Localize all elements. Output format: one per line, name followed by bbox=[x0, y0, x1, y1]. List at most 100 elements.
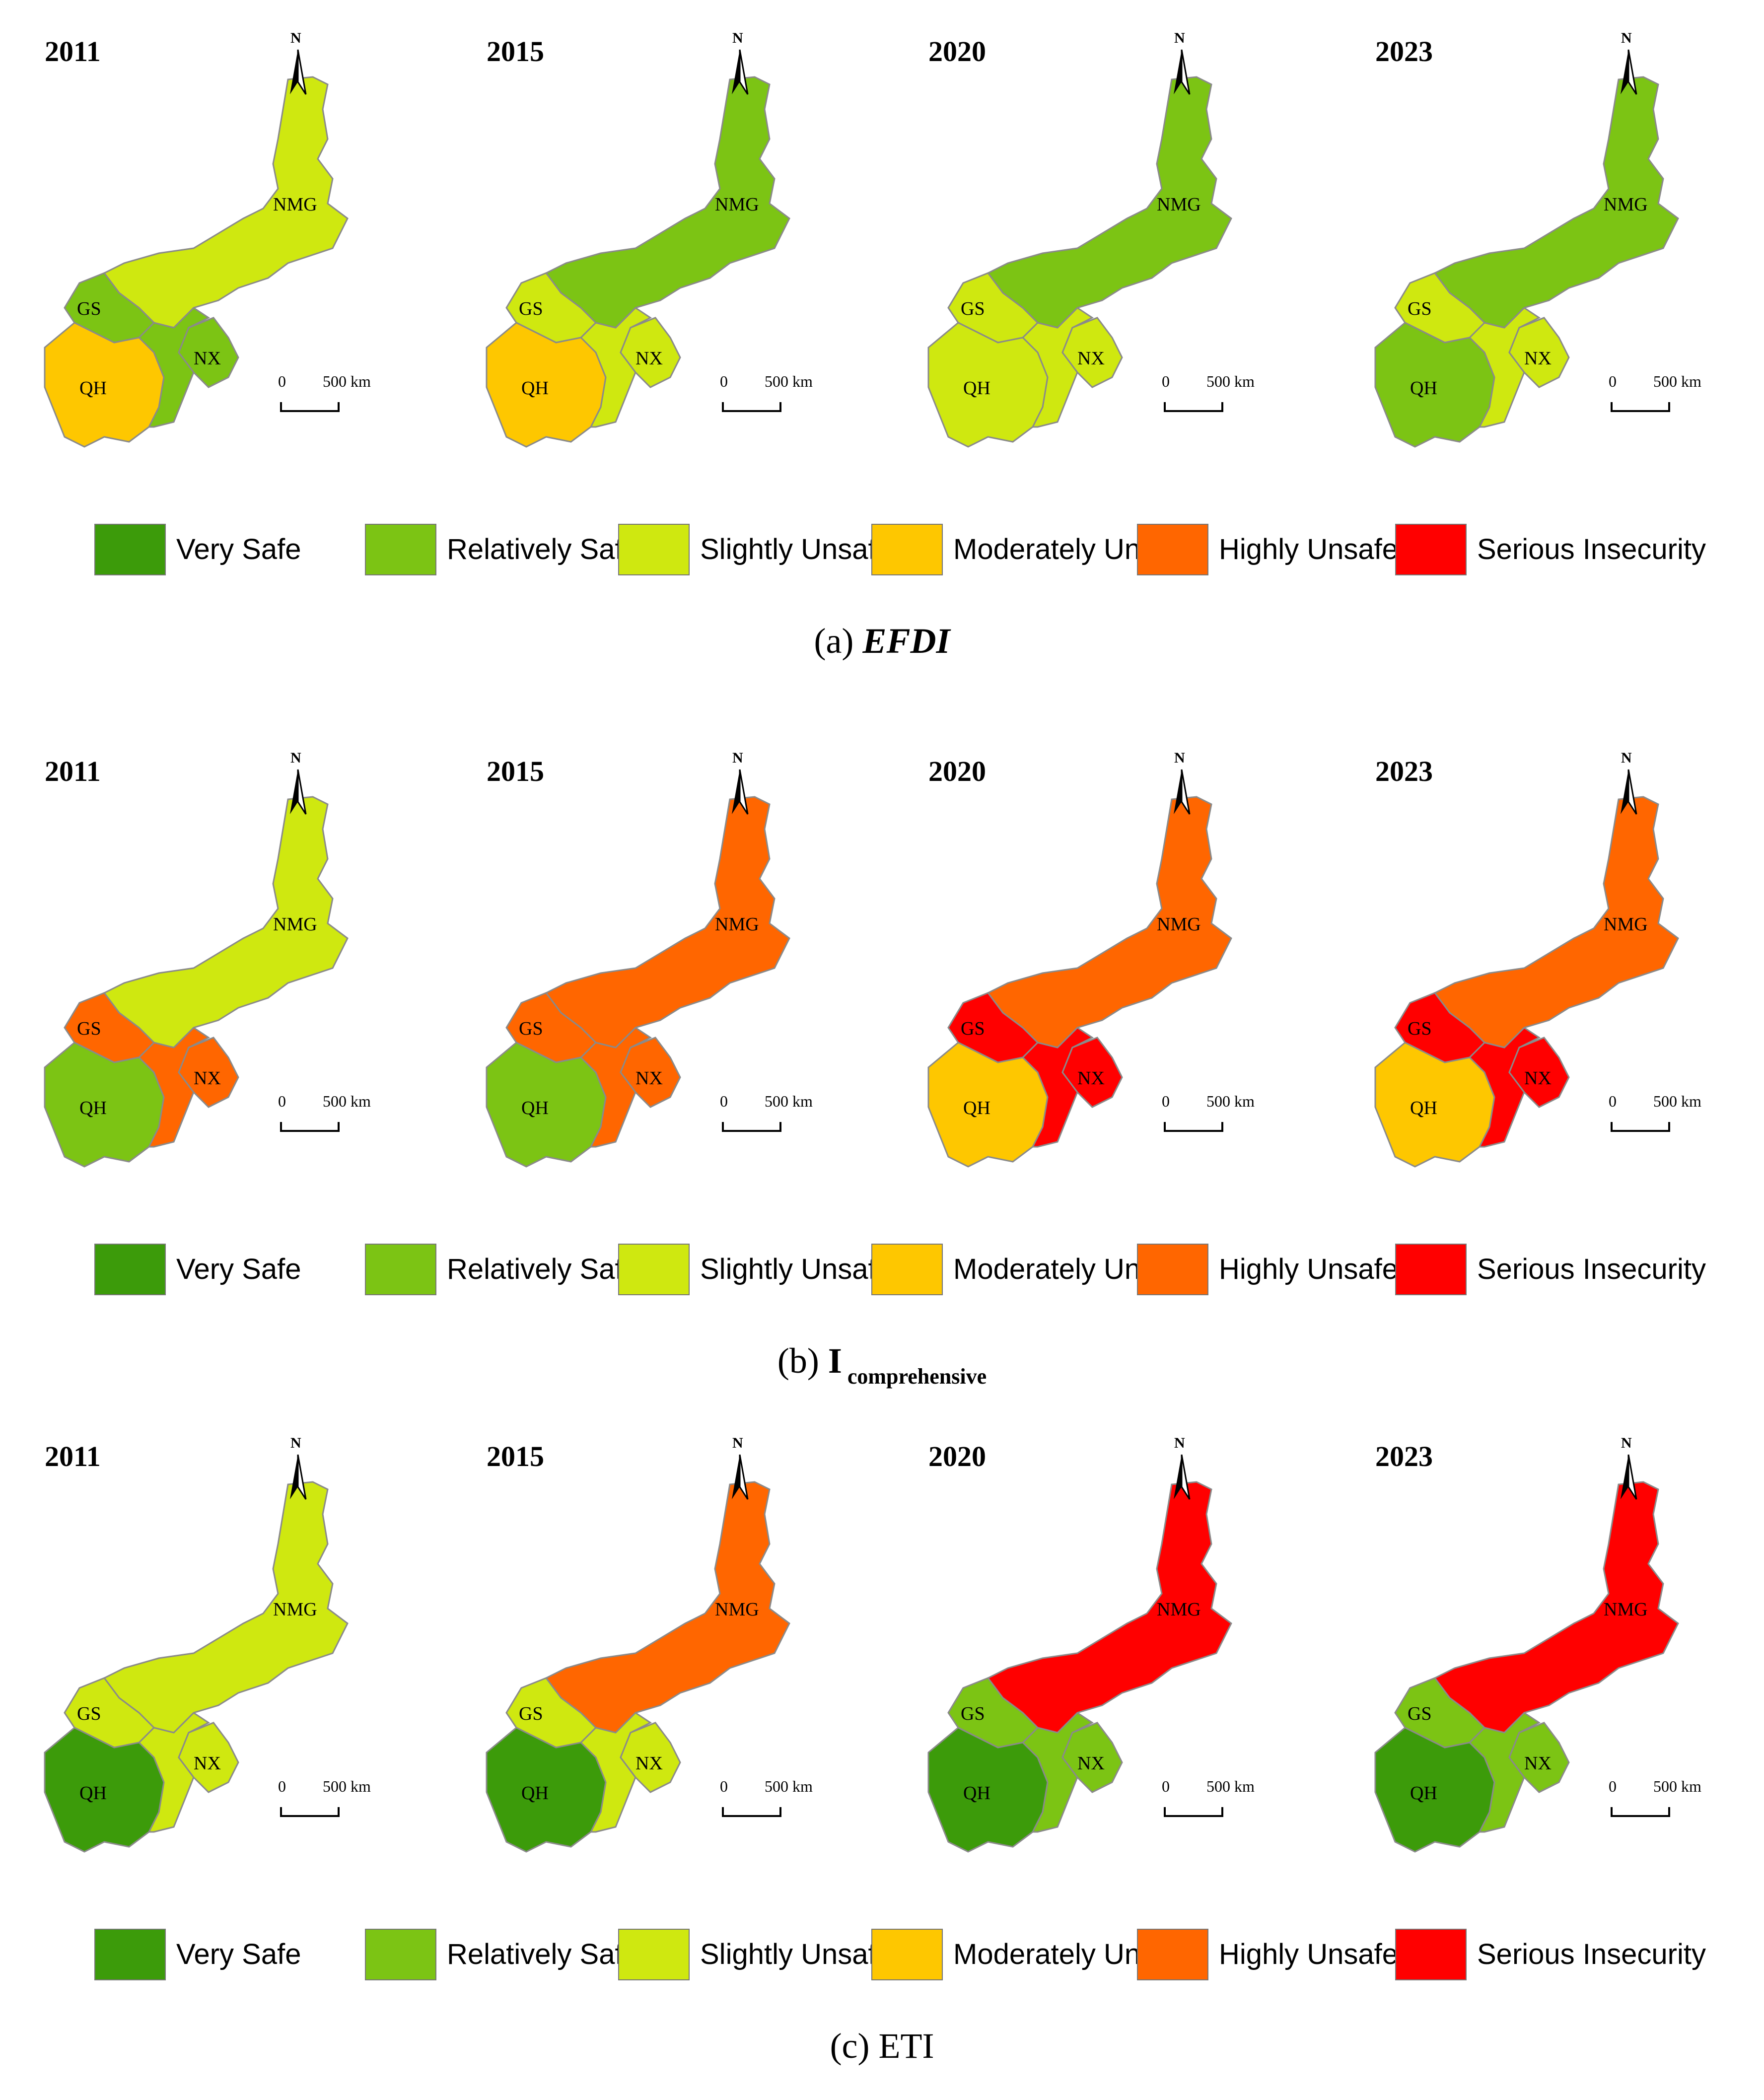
region-label-qh: QH bbox=[521, 1098, 549, 1119]
scale-zero: 0 bbox=[720, 1777, 728, 1795]
scale-distance: 500 km bbox=[323, 372, 371, 390]
map-year: 2011 bbox=[45, 755, 101, 787]
region-label-gs: GS bbox=[1408, 1018, 1432, 1039]
panel-caption: (a) EFDI bbox=[0, 621, 1764, 662]
region-map bbox=[486, 76, 790, 448]
scale-bar-line bbox=[280, 402, 340, 412]
figure-panel: NMG GS NX QH 2011 N 0 500 km NMG GS NX QH 2015 N 0 500 … bbox=[0, 720, 1764, 1415]
caption-prefix: (a) bbox=[814, 621, 863, 661]
scale-bar-line bbox=[1611, 1122, 1670, 1132]
region-label-nmg: NMG bbox=[1604, 1599, 1648, 1620]
scale-distance: 500 km bbox=[1206, 372, 1255, 390]
region-label-qh: QH bbox=[521, 378, 549, 399]
region-label-nmg: NMG bbox=[715, 1599, 759, 1620]
region-map bbox=[486, 796, 790, 1168]
map-2015: NMG GS NX QH 2015 N 0 500 km bbox=[472, 750, 899, 1196]
north-arrow-icon: N bbox=[725, 30, 755, 99]
legend-label: Highly Unsafe bbox=[1219, 1253, 1399, 1285]
legend-label: Slightly Unsafe bbox=[700, 533, 892, 565]
region-nx bbox=[620, 1722, 681, 1793]
region-label-gs: GS bbox=[961, 1018, 985, 1039]
scale-bar: 0 500 km bbox=[720, 1092, 819, 1152]
map-year: 2023 bbox=[1375, 35, 1433, 68]
map-2020: NMG GS NX QH 2020 N 0 500 km bbox=[914, 750, 1341, 1196]
region-label-nmg: NMG bbox=[1604, 194, 1648, 215]
map-year: 2020 bbox=[928, 1440, 986, 1472]
scale-zero: 0 bbox=[1609, 372, 1617, 390]
region-qh bbox=[1374, 322, 1495, 448]
region-map bbox=[1374, 796, 1679, 1168]
region-nmg bbox=[987, 796, 1232, 1049]
region-label-qh: QH bbox=[963, 378, 990, 399]
region-label-gs: GS bbox=[961, 1703, 985, 1724]
north-arrow-icon: N bbox=[1167, 1435, 1197, 1504]
region-label-nx: NX bbox=[1077, 1753, 1105, 1774]
legend-label: Relatively Safe bbox=[447, 1938, 639, 1970]
figure-panel: NMG GS NX QH 2011 N 0 500 km NMG GS NX QH 2015 N 0 500 … bbox=[0, 0, 1764, 695]
legend-label: Slightly Unsafe bbox=[700, 1253, 892, 1285]
map-year: 2015 bbox=[487, 35, 544, 68]
scale-distance: 500 km bbox=[1653, 1092, 1701, 1110]
region-label-nmg: NMG bbox=[273, 1599, 317, 1620]
legend-swatch bbox=[1395, 1929, 1467, 1980]
region-qh bbox=[44, 1727, 165, 1853]
region-label-gs: GS bbox=[77, 1703, 101, 1724]
region-label-nx: NX bbox=[635, 1753, 663, 1774]
region-nmg bbox=[987, 1481, 1232, 1734]
region-label-qh: QH bbox=[79, 1783, 107, 1804]
legend-swatch bbox=[618, 1929, 690, 1980]
north-arrow-icon: N bbox=[283, 1435, 313, 1504]
region-qh bbox=[486, 1727, 607, 1853]
north-arrow-icon: N bbox=[725, 1435, 755, 1504]
scale-bar-line bbox=[1611, 402, 1670, 412]
legend-swatch bbox=[365, 1244, 436, 1295]
scale-zero: 0 bbox=[720, 1092, 728, 1110]
region-nx bbox=[1061, 1037, 1123, 1108]
map-2011: NMG GS NX QH 2011 N 0 500 km bbox=[30, 1435, 457, 1882]
scale-zero: 0 bbox=[1609, 1092, 1617, 1110]
region-label-nmg: NMG bbox=[1157, 914, 1201, 935]
north-arrow-icon: N bbox=[283, 750, 313, 819]
region-label-nx: NX bbox=[1524, 1068, 1552, 1089]
region-qh bbox=[44, 1042, 165, 1168]
scale-bar: 0 500 km bbox=[1609, 372, 1708, 432]
legend-swatch bbox=[871, 524, 943, 575]
scale-distance: 500 km bbox=[1653, 1777, 1701, 1795]
region-label-nx: NX bbox=[1524, 1753, 1552, 1774]
scale-zero: 0 bbox=[1162, 1777, 1170, 1795]
legend-swatch bbox=[365, 1929, 436, 1980]
map-year: 2011 bbox=[45, 1440, 101, 1472]
region-label-nx: NX bbox=[194, 348, 221, 369]
legend-label: Highly Unsafe bbox=[1219, 533, 1399, 565]
north-arrow-icon: N bbox=[1614, 750, 1643, 819]
legend-label: Very Safe bbox=[176, 533, 301, 565]
region-map bbox=[1374, 1481, 1679, 1853]
region-map bbox=[44, 796, 349, 1168]
map-year: 2015 bbox=[487, 755, 544, 787]
north-label: N bbox=[290, 750, 301, 766]
scale-bar: 0 500 km bbox=[278, 1777, 377, 1837]
region-map bbox=[927, 1481, 1232, 1853]
scale-bar: 0 500 km bbox=[720, 372, 819, 432]
legend-swatch bbox=[1137, 1929, 1208, 1980]
north-label: N bbox=[1174, 750, 1185, 766]
map-year: 2023 bbox=[1375, 1440, 1433, 1472]
map-year: 2020 bbox=[928, 755, 986, 787]
scale-distance: 500 km bbox=[323, 1092, 371, 1110]
scale-bar-line bbox=[280, 1807, 340, 1817]
region-qh bbox=[927, 1727, 1049, 1853]
north-arrow-icon: N bbox=[1167, 750, 1197, 819]
region-nx bbox=[1508, 317, 1570, 388]
region-nmg bbox=[1433, 1481, 1679, 1734]
map-2023: NMG GS NX QH 2023 N 0 500 km bbox=[1360, 750, 1764, 1196]
scale-bar-line bbox=[722, 1807, 781, 1817]
region-label-qh: QH bbox=[963, 1783, 990, 1804]
map-year: 2020 bbox=[928, 35, 986, 68]
region-nmg bbox=[545, 1481, 790, 1734]
scale-bar: 0 500 km bbox=[278, 372, 377, 432]
scale-distance: 500 km bbox=[765, 372, 813, 390]
region-map bbox=[927, 796, 1232, 1168]
region-label-qh: QH bbox=[79, 378, 107, 399]
scale-distance: 500 km bbox=[323, 1777, 371, 1795]
region-label-nx: NX bbox=[194, 1068, 221, 1089]
